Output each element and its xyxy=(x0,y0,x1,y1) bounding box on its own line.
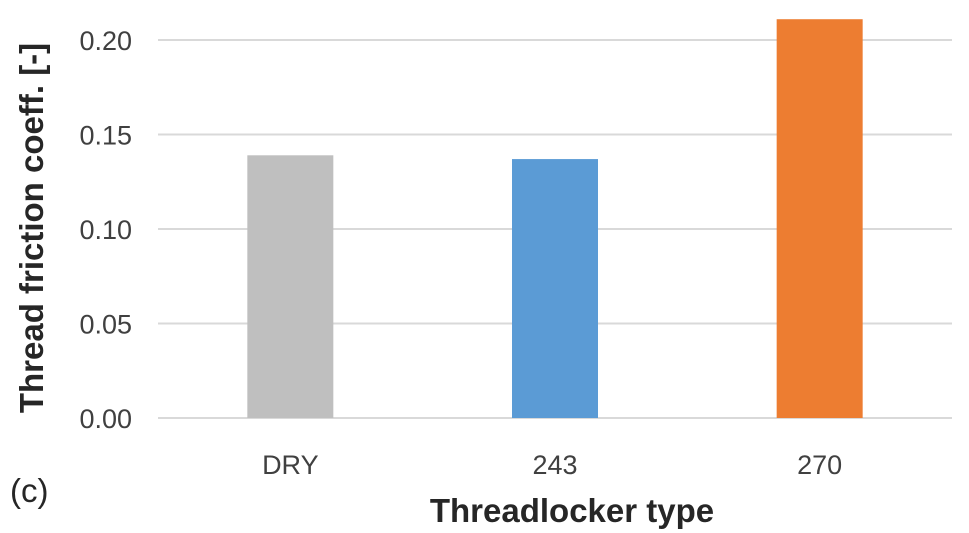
y-tick-label: 0.10 xyxy=(79,215,132,245)
x-tick-label: 243 xyxy=(532,450,577,480)
y-tick-label: 0.20 xyxy=(79,26,132,56)
x-axis-title: Threadlocker type xyxy=(430,492,714,529)
bar-243 xyxy=(512,159,598,418)
y-axis-tick-labels: 0.00 0.05 0.10 0.15 0.20 xyxy=(79,26,132,434)
bar-270 xyxy=(776,19,863,419)
x-tick-label: 270 xyxy=(797,450,842,480)
bars xyxy=(247,19,863,419)
y-tick-label: 0.05 xyxy=(79,310,132,340)
x-tick-label: DRY xyxy=(262,450,319,480)
y-tick-label: 0.00 xyxy=(79,404,132,434)
bar-dry xyxy=(247,155,334,419)
x-axis-tick-labels: DRY 243 270 xyxy=(262,450,842,480)
y-axis-title: Thread friction coeff. [-] xyxy=(13,43,50,413)
y-tick-label: 0.15 xyxy=(79,121,132,151)
panel-label: (c) xyxy=(10,472,48,509)
